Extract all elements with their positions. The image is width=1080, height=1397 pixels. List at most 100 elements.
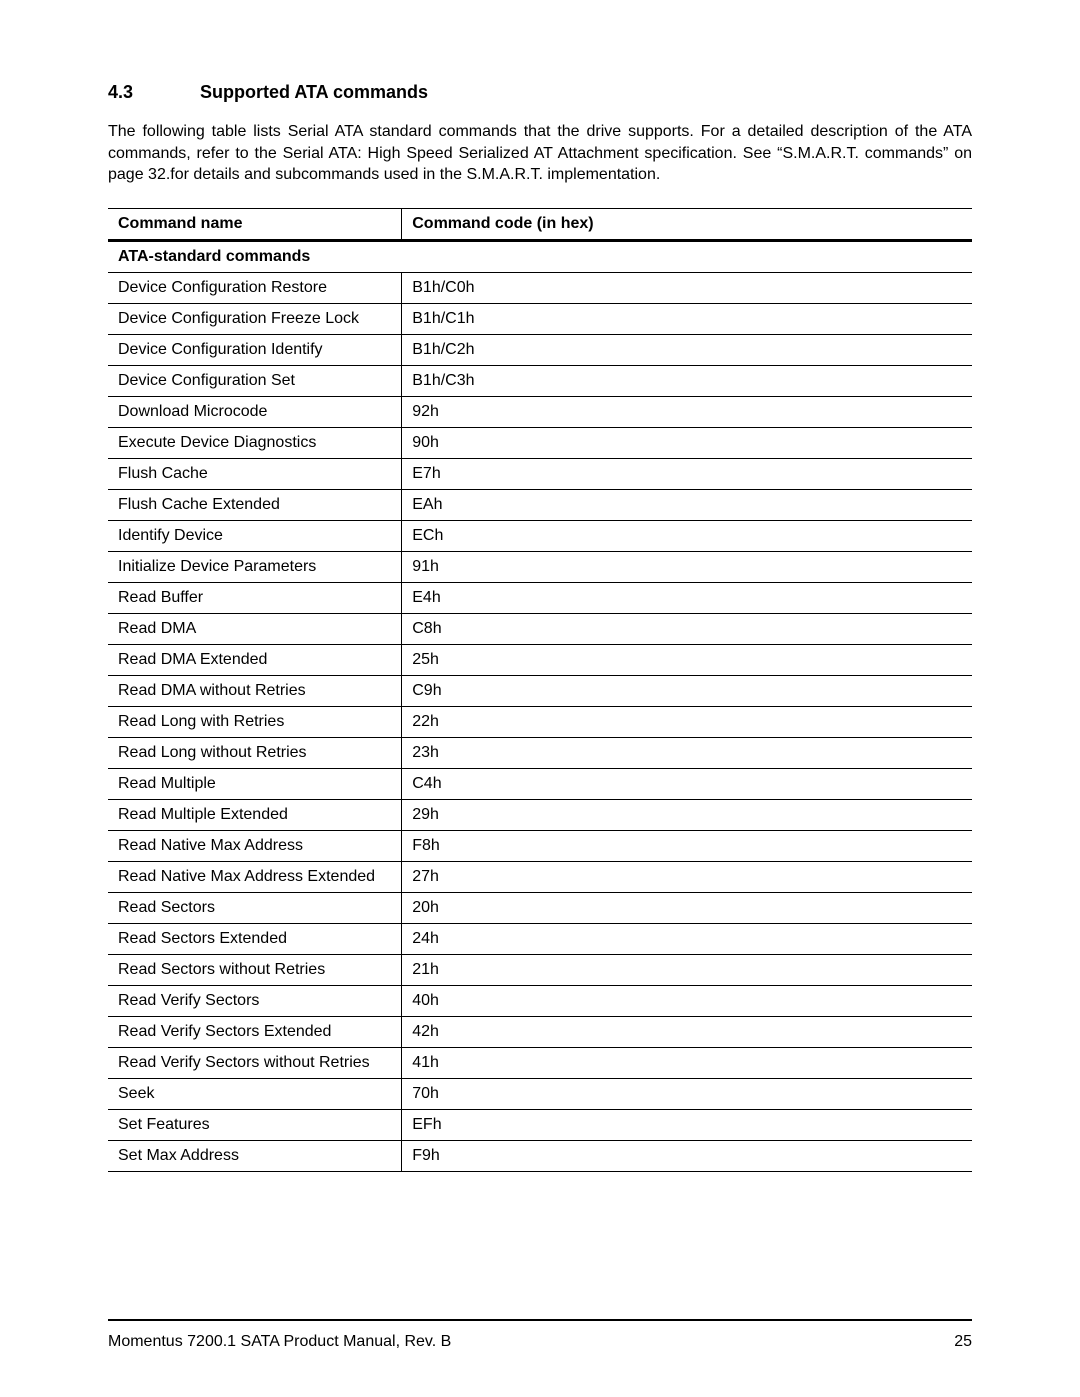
table-row: Flush Cache ExtendedEAh <box>108 489 972 520</box>
cell-command-name: Read DMA Extended <box>108 644 402 675</box>
cell-command-name: Read Verify Sectors Extended <box>108 1016 402 1047</box>
cell-command-name: Download Microcode <box>108 396 402 427</box>
cell-command-code: 40h <box>402 985 972 1016</box>
table-row: Read Multiple Extended29h <box>108 799 972 830</box>
table-row: Read DMA Extended25h <box>108 644 972 675</box>
table-row: Read Native Max AddressF8h <box>108 830 972 861</box>
cell-command-code: B1h/C3h <box>402 365 972 396</box>
section-title: Supported ATA commands <box>200 82 428 103</box>
table-row: Initialize Device Parameters91h <box>108 551 972 582</box>
header-code: Command code (in hex) <box>402 208 972 240</box>
cell-command-code: 29h <box>402 799 972 830</box>
subheader-label: ATA-standard commands <box>108 242 972 273</box>
table-row: Read Verify Sectors Extended42h <box>108 1016 972 1047</box>
cell-command-name: Read Long without Retries <box>108 737 402 768</box>
cell-command-name: Read Buffer <box>108 582 402 613</box>
table-row: Download Microcode92h <box>108 396 972 427</box>
table-subheader-row: ATA-standard commands <box>108 242 972 273</box>
cell-command-code: 22h <box>402 706 972 737</box>
cell-command-name: Device Configuration Identify <box>108 334 402 365</box>
section-number: 4.3 <box>108 82 200 103</box>
table-header-row: Command name Command code (in hex) <box>108 208 972 240</box>
table-row: Set Max AddressF9h <box>108 1140 972 1171</box>
cell-command-code: C9h <box>402 675 972 706</box>
cell-command-code: 21h <box>402 954 972 985</box>
table-row: Read Native Max Address Extended27h <box>108 861 972 892</box>
cell-command-code: B1h/C1h <box>402 303 972 334</box>
table-row: Read DMAC8h <box>108 613 972 644</box>
table-row: Read Verify Sectors40h <box>108 985 972 1016</box>
table-row: Device Configuration SetB1h/C3h <box>108 365 972 396</box>
footer-right: 25 <box>954 1333 972 1351</box>
cell-command-code: F8h <box>402 830 972 861</box>
cell-command-code: C8h <box>402 613 972 644</box>
cell-command-name: Read Native Max Address Extended <box>108 861 402 892</box>
cell-command-name: Set Features <box>108 1109 402 1140</box>
cell-command-code: B1h/C2h <box>402 334 972 365</box>
cell-command-code: 41h <box>402 1047 972 1078</box>
cell-command-name: Initialize Device Parameters <box>108 551 402 582</box>
footer: Momentus 7200.1 SATA Product Manual, Rev… <box>108 1333 972 1351</box>
cell-command-name: Read Multiple Extended <box>108 799 402 830</box>
cell-command-name: Read Sectors <box>108 892 402 923</box>
cell-command-name: Read Verify Sectors without Retries <box>108 1047 402 1078</box>
cell-command-code: 70h <box>402 1078 972 1109</box>
cell-command-code: F9h <box>402 1140 972 1171</box>
cell-command-code: C4h <box>402 768 972 799</box>
table-row: Read Long with Retries22h <box>108 706 972 737</box>
cell-command-name: Device Configuration Restore <box>108 272 402 303</box>
intro-paragraph: The following table lists Serial ATA sta… <box>108 121 972 186</box>
cell-command-code: EAh <box>402 489 972 520</box>
cell-command-name: Read Sectors without Retries <box>108 954 402 985</box>
commands-table: Command name Command code (in hex) ATA-s… <box>108 208 972 1172</box>
table-row: Device Configuration RestoreB1h/C0h <box>108 272 972 303</box>
cell-command-code: 20h <box>402 892 972 923</box>
cell-command-code: 25h <box>402 644 972 675</box>
cell-command-code: ECh <box>402 520 972 551</box>
cell-command-name: Read Long with Retries <box>108 706 402 737</box>
table-row: Read MultipleC4h <box>108 768 972 799</box>
cell-command-code: E7h <box>402 458 972 489</box>
cell-command-name: Read Sectors Extended <box>108 923 402 954</box>
cell-command-name: Set Max Address <box>108 1140 402 1171</box>
table-row: Execute Device Diagnostics90h <box>108 427 972 458</box>
cell-command-code: EFh <box>402 1109 972 1140</box>
header-name: Command name <box>108 208 402 240</box>
cell-command-name: Flush Cache <box>108 458 402 489</box>
table-row: Identify DeviceECh <box>108 520 972 551</box>
cell-command-name: Read Verify Sectors <box>108 985 402 1016</box>
cell-command-code: 92h <box>402 396 972 427</box>
cell-command-name: Seek <box>108 1078 402 1109</box>
table-row: Read BufferE4h <box>108 582 972 613</box>
cell-command-name: Read DMA without Retries <box>108 675 402 706</box>
table-row: Read Verify Sectors without Retries41h <box>108 1047 972 1078</box>
cell-command-name: Read DMA <box>108 613 402 644</box>
cell-command-code: E4h <box>402 582 972 613</box>
table-row: Device Configuration Freeze LockB1h/C1h <box>108 303 972 334</box>
table-row: Read Sectors Extended24h <box>108 923 972 954</box>
cell-command-code: B1h/C0h <box>402 272 972 303</box>
cell-command-name: Device Configuration Set <box>108 365 402 396</box>
cell-command-code: 42h <box>402 1016 972 1047</box>
footer-rule <box>108 1319 972 1321</box>
cell-command-name: Identify Device <box>108 520 402 551</box>
footer-left: Momentus 7200.1 SATA Product Manual, Rev… <box>108 1333 451 1351</box>
cell-command-name: Flush Cache Extended <box>108 489 402 520</box>
cell-command-code: 90h <box>402 427 972 458</box>
cell-command-code: 24h <box>402 923 972 954</box>
page: 4.3 Supported ATA commands The following… <box>0 0 1080 1397</box>
section-heading: 4.3 Supported ATA commands <box>108 82 972 103</box>
table-row: Flush CacheE7h <box>108 458 972 489</box>
cell-command-name: Read Multiple <box>108 768 402 799</box>
cell-command-code: 91h <box>402 551 972 582</box>
table-row: Read Sectors20h <box>108 892 972 923</box>
table-row: Seek70h <box>108 1078 972 1109</box>
cell-command-name: Read Native Max Address <box>108 830 402 861</box>
cell-command-name: Execute Device Diagnostics <box>108 427 402 458</box>
cell-command-code: 27h <box>402 861 972 892</box>
table-row: Device Configuration IdentifyB1h/C2h <box>108 334 972 365</box>
table-row: Read DMA without RetriesC9h <box>108 675 972 706</box>
table-row: Set FeaturesEFh <box>108 1109 972 1140</box>
table-row: Read Sectors without Retries21h <box>108 954 972 985</box>
table-row: Read Long without Retries23h <box>108 737 972 768</box>
